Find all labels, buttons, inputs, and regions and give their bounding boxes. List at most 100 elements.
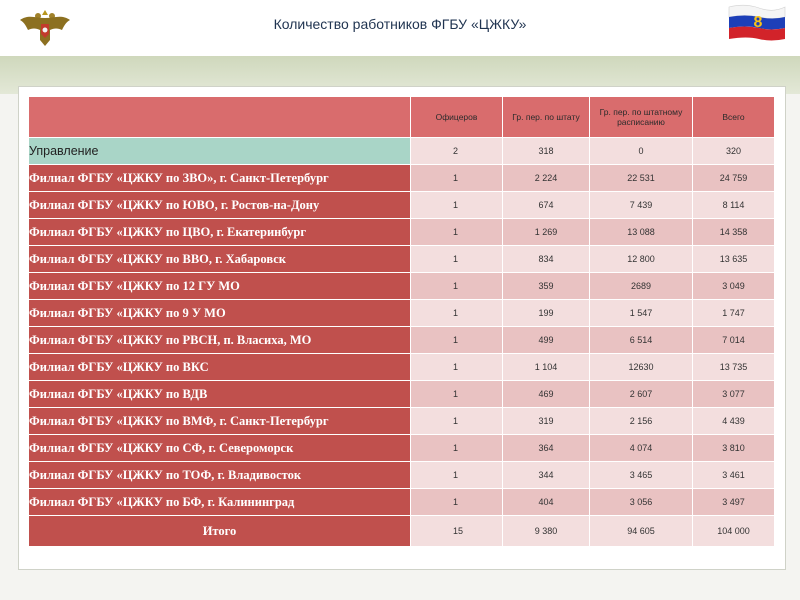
cell-total: 4 439 bbox=[692, 407, 775, 435]
cell-staff-schedule: 1 547 bbox=[589, 299, 693, 327]
cell-staff: 834 bbox=[502, 245, 590, 273]
cell-staff: 318 bbox=[502, 137, 590, 165]
cell-total: 1 747 bbox=[692, 299, 775, 327]
double-headed-eagle-emblem-icon bbox=[14, 4, 76, 50]
cell-staff: 674 bbox=[502, 191, 590, 219]
row-label: Филиал ФГБУ «ЦЖКУ по ЦВО, г. Екатеринбур… bbox=[28, 218, 411, 246]
cell-staff: 1 269 bbox=[502, 218, 590, 246]
table-row: Филиал ФГБУ «ЦЖКУ по ВКС 1 1 104 12630 13 73… bbox=[28, 353, 775, 381]
cell-staff: 469 bbox=[502, 380, 590, 408]
cell-officers: 1 bbox=[410, 407, 503, 435]
cell-officers: 1 bbox=[410, 326, 503, 354]
cell-officers: 1 bbox=[410, 164, 503, 192]
cell-staff: 404 bbox=[502, 488, 590, 516]
page-title: Количество работников ФГБУ «ЦЖКУ» bbox=[273, 16, 527, 32]
employee-count-table: Офицеров Гр. пер. по штату Гр. пер. по ш… bbox=[28, 96, 775, 547]
row-label: Филиал ФГБУ «ЦЖКУ по ВВО, г. Хабаровск bbox=[28, 245, 411, 273]
table-row: Филиал ФГБУ «ЦЖКУ по БФ, г. Калининград 1… bbox=[28, 488, 775, 516]
table-total-row: Итого 15 9 380 94 605 104 000 bbox=[28, 515, 775, 547]
cell-officers: 1 bbox=[410, 245, 503, 273]
cell-staff: 364 bbox=[502, 434, 590, 462]
russian-flag-icon bbox=[728, 4, 786, 41]
cell-staff-schedule: 22 531 bbox=[589, 164, 693, 192]
cell-staff-schedule: 2 156 bbox=[589, 407, 693, 435]
row-label: Филиал ФГБУ «ЦЖКУ по ЮВО, г. Ростов-на-Д… bbox=[28, 191, 411, 219]
cell-total: 3 810 bbox=[692, 434, 775, 462]
cell-staff-schedule: 6 514 bbox=[589, 326, 693, 354]
cell-officers: 1 bbox=[410, 461, 503, 489]
cell-staff-schedule: 3 056 bbox=[589, 488, 693, 516]
cell-officers: 1 bbox=[410, 272, 503, 300]
cell-officers: 2 bbox=[410, 137, 503, 165]
table-row: Филиал ФГБУ «ЦЖКУ по ВДВ 1 469 2 607 3 077 bbox=[28, 380, 775, 408]
total-cell-staff: 9 380 bbox=[502, 515, 590, 547]
cell-staff-schedule: 4 074 bbox=[589, 434, 693, 462]
cell-staff: 344 bbox=[502, 461, 590, 489]
cell-officers: 1 bbox=[410, 380, 503, 408]
cell-staff: 499 bbox=[502, 326, 590, 354]
column-header-officers: Офицеров bbox=[410, 96, 503, 138]
table-row: Филиал ФГБУ «ЦЖКУ по 12 ГУ МО 1 359 2689 3 0… bbox=[28, 272, 775, 300]
row-label: Филиал ФГБУ «ЦЖКУ по БФ, г. Калининград bbox=[28, 488, 411, 516]
cell-total: 3 497 bbox=[692, 488, 775, 516]
cell-total: 14 358 bbox=[692, 218, 775, 246]
total-cell-staff-schedule: 94 605 bbox=[589, 515, 693, 547]
table-row: Филиал ФГБУ «ЦЖКУ по 9 У МО 1 199 1 547 1 74… bbox=[28, 299, 775, 327]
row-label: Филиал ФГБУ «ЦЖКУ по 12 ГУ МО bbox=[28, 272, 411, 300]
cell-total: 13 735 bbox=[692, 353, 775, 381]
row-label: Филиал ФГБУ «ЦЖКУ по РВСН, п. Власиха, М… bbox=[28, 326, 411, 354]
column-header-staff: Гр. пер. по штату bbox=[502, 96, 590, 138]
cell-total: 320 bbox=[692, 137, 775, 165]
header-blank-cell bbox=[28, 96, 411, 138]
slide-header: Количество работников ФГБУ «ЦЖКУ» 8 bbox=[0, 0, 800, 56]
table-row: Филиал ФГБУ «ЦЖКУ по ТОФ, г. Владивосток… bbox=[28, 461, 775, 489]
cell-officers: 1 bbox=[410, 488, 503, 516]
table-row: Филиал ФГБУ «ЦЖКУ по ЗВО», г. Санкт-Пете… bbox=[28, 164, 775, 192]
total-label: Итого bbox=[28, 515, 411, 547]
table-row: Управление 2 318 0 320 bbox=[28, 137, 775, 165]
cell-total: 3 077 bbox=[692, 380, 775, 408]
table-row: Филиал ФГБУ «ЦЖКУ по РВСН, п. Власиха, М… bbox=[28, 326, 775, 354]
table-row: Филиал ФГБУ «ЦЖКУ по ВМФ, г. Санкт-Петер… bbox=[28, 407, 775, 435]
row-label: Филиал ФГБУ «ЦЖКУ по 9 У МО bbox=[28, 299, 411, 327]
cell-staff: 319 bbox=[502, 407, 590, 435]
table-header-row: Офицеров Гр. пер. по штату Гр. пер. по ш… bbox=[28, 96, 775, 138]
cell-total: 8 114 bbox=[692, 191, 775, 219]
cell-officers: 1 bbox=[410, 353, 503, 381]
cell-total: 24 759 bbox=[692, 164, 775, 192]
total-cell-officers: 15 bbox=[410, 515, 503, 547]
cell-officers: 1 bbox=[410, 299, 503, 327]
row-label: Филиал ФГБУ «ЦЖКУ по ВДВ bbox=[28, 380, 411, 408]
table-row: Филиал ФГБУ «ЦЖКУ по СФ, г. Североморск 1… bbox=[28, 434, 775, 462]
table-row: Филиал ФГБУ «ЦЖКУ по ВВО, г. Хабаровск 1 8… bbox=[28, 245, 775, 273]
cell-staff: 359 bbox=[502, 272, 590, 300]
row-label: Филиал ФГБУ «ЦЖКУ по СФ, г. Североморск bbox=[28, 434, 411, 462]
cell-total: 7 014 bbox=[692, 326, 775, 354]
cell-officers: 1 bbox=[410, 191, 503, 219]
row-label: Филиал ФГБУ «ЦЖКУ по ТОФ, г. Владивосток bbox=[28, 461, 411, 489]
cell-staff: 1 104 bbox=[502, 353, 590, 381]
row-label: Управление bbox=[28, 137, 411, 165]
column-header-staff-schedule: Гр. пер. по штатному расписанию bbox=[589, 96, 693, 138]
cell-total: 3 461 bbox=[692, 461, 775, 489]
page-number: 8 bbox=[753, 14, 763, 31]
cell-staff-schedule: 2 607 bbox=[589, 380, 693, 408]
cell-officers: 1 bbox=[410, 218, 503, 246]
row-label: Филиал ФГБУ «ЦЖКУ по ВКС bbox=[28, 353, 411, 381]
cell-staff: 199 bbox=[502, 299, 590, 327]
row-label: Филиал ФГБУ «ЦЖКУ по ЗВО», г. Санкт-Пете… bbox=[28, 164, 411, 192]
cell-staff: 2 224 bbox=[502, 164, 590, 192]
cell-officers: 1 bbox=[410, 434, 503, 462]
cell-staff-schedule: 12 800 bbox=[589, 245, 693, 273]
cell-staff-schedule: 12630 bbox=[589, 353, 693, 381]
cell-staff-schedule: 3 465 bbox=[589, 461, 693, 489]
total-cell-total: 104 000 bbox=[692, 515, 775, 547]
row-label: Филиал ФГБУ «ЦЖКУ по ВМФ, г. Санкт-Петер… bbox=[28, 407, 411, 435]
cell-total: 13 635 bbox=[692, 245, 775, 273]
table-row: Филиал ФГБУ «ЦЖКУ по ЮВО, г. Ростов-на-Д… bbox=[28, 191, 775, 219]
cell-staff-schedule: 2689 bbox=[589, 272, 693, 300]
column-header-total: Всего bbox=[692, 96, 775, 138]
cell-total: 3 049 bbox=[692, 272, 775, 300]
table-row: Филиал ФГБУ «ЦЖКУ по ЦВО, г. Екатеринбур… bbox=[28, 218, 775, 246]
cell-staff-schedule: 0 bbox=[589, 137, 693, 165]
